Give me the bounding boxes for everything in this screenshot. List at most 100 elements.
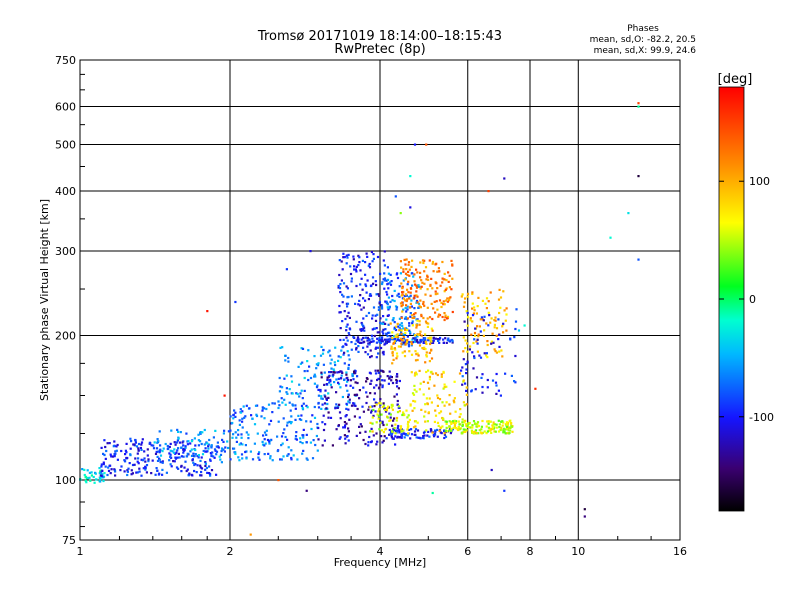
data-point <box>382 370 385 373</box>
data-point <box>203 428 206 432</box>
data-point <box>168 459 171 462</box>
data-point <box>294 404 297 407</box>
data-point <box>366 336 369 339</box>
data-point <box>159 454 163 457</box>
data-point <box>465 372 468 375</box>
data-point <box>428 316 432 319</box>
y-tick-label: 600 <box>55 101 76 114</box>
data-point <box>337 359 340 362</box>
data-point <box>102 463 105 466</box>
data-point <box>385 423 388 426</box>
data-point <box>491 332 494 335</box>
data-point <box>345 407 348 410</box>
data-point <box>386 407 389 410</box>
data-point <box>433 300 436 303</box>
data-point <box>346 287 349 290</box>
data-point <box>334 346 337 349</box>
data-point <box>341 320 344 323</box>
data-point <box>241 410 244 413</box>
data-point <box>369 405 372 408</box>
data-point <box>342 345 345 348</box>
data-point <box>453 419 456 422</box>
data-point <box>408 306 412 309</box>
data-point <box>124 449 127 452</box>
data-point <box>414 400 417 403</box>
data-point <box>150 444 153 447</box>
data-point <box>285 391 288 394</box>
data-point <box>287 356 290 360</box>
y-tick-label: 300 <box>55 245 76 258</box>
data-point <box>286 438 289 441</box>
data-point <box>473 306 476 309</box>
data-point <box>257 456 260 459</box>
data-point <box>324 389 327 392</box>
data-point <box>348 398 351 401</box>
data-point <box>498 426 501 429</box>
data-point <box>397 406 400 409</box>
data-point <box>413 334 417 337</box>
data-point <box>349 379 352 382</box>
data-point <box>425 342 428 345</box>
data-point <box>284 359 287 362</box>
data-point <box>462 430 465 434</box>
data-point <box>365 291 368 294</box>
data-point <box>139 446 142 450</box>
data-point <box>317 406 321 409</box>
data-point <box>413 316 416 319</box>
data-point <box>459 413 462 416</box>
data-point <box>85 481 88 484</box>
data-point <box>451 277 454 280</box>
data-point <box>356 381 359 385</box>
data-point <box>191 474 194 477</box>
data-point <box>418 305 421 308</box>
data-point <box>89 479 92 482</box>
data-point <box>300 347 303 350</box>
data-point <box>308 365 311 368</box>
data-point <box>327 392 330 395</box>
data-point <box>329 362 332 365</box>
data-point <box>436 435 439 438</box>
data-point <box>378 302 381 305</box>
data-point <box>398 317 401 320</box>
data-point <box>373 386 376 389</box>
data-point <box>409 331 412 334</box>
data-point <box>497 338 500 341</box>
data-point <box>134 441 137 444</box>
data-point <box>338 311 341 314</box>
data-point <box>174 443 177 446</box>
data-point <box>372 253 375 256</box>
data-point <box>476 342 479 345</box>
data-point <box>389 432 392 435</box>
data-point <box>279 346 282 349</box>
data-point <box>396 373 399 376</box>
data-point <box>195 471 198 474</box>
data-point <box>470 429 473 432</box>
data-point <box>317 401 320 405</box>
data-point <box>362 346 365 349</box>
data-point <box>384 342 387 345</box>
data-point <box>489 321 492 324</box>
data-point <box>152 447 156 450</box>
data-point <box>134 438 137 442</box>
data-point <box>413 313 416 316</box>
data-point <box>283 377 286 380</box>
data-point <box>414 312 417 315</box>
data-point <box>391 408 394 411</box>
data-point <box>238 419 241 422</box>
colorbar-tick-label: 100 <box>749 175 770 188</box>
data-point <box>469 317 472 320</box>
data-point <box>358 299 361 302</box>
data-point <box>471 292 474 295</box>
data-point <box>237 433 240 436</box>
data-point <box>414 359 418 362</box>
colorbar-tick-label: -100 <box>749 411 774 424</box>
data-point <box>360 338 363 341</box>
data-point <box>346 323 349 326</box>
data-point <box>379 403 382 406</box>
data-point <box>285 374 288 377</box>
data-point <box>402 270 405 273</box>
data-point <box>278 404 281 407</box>
data-point <box>339 283 342 286</box>
data-point <box>84 479 87 482</box>
data-point <box>380 413 383 416</box>
